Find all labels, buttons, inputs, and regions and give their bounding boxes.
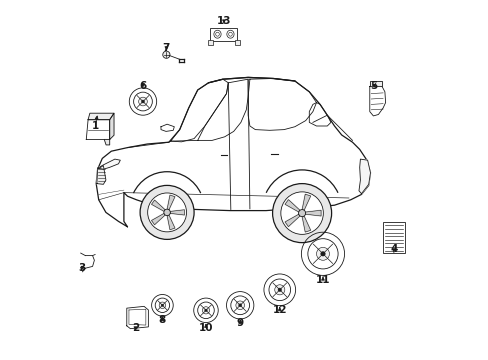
Text: 1: 1 (91, 121, 99, 131)
Polygon shape (104, 139, 109, 145)
Text: 8: 8 (159, 315, 166, 325)
Circle shape (298, 210, 305, 217)
Text: 10: 10 (198, 323, 213, 333)
Circle shape (141, 100, 144, 103)
Circle shape (161, 304, 163, 306)
Circle shape (140, 185, 194, 239)
Circle shape (163, 51, 170, 58)
Circle shape (274, 285, 284, 295)
Circle shape (159, 302, 165, 309)
Text: 5: 5 (370, 81, 377, 91)
Polygon shape (369, 86, 385, 116)
Circle shape (204, 309, 207, 311)
Polygon shape (151, 213, 165, 225)
Bar (207, 40, 213, 45)
Text: 13: 13 (216, 16, 231, 26)
Circle shape (202, 307, 209, 314)
Polygon shape (126, 306, 148, 329)
Polygon shape (86, 120, 109, 139)
Text: 2: 2 (132, 323, 139, 333)
Polygon shape (109, 113, 114, 139)
Circle shape (280, 192, 323, 234)
Text: 11: 11 (315, 275, 329, 285)
Polygon shape (170, 210, 184, 215)
Circle shape (163, 209, 170, 216)
Polygon shape (97, 166, 106, 184)
Text: 4: 4 (389, 244, 397, 254)
Polygon shape (302, 216, 310, 232)
Bar (382, 222, 404, 253)
Polygon shape (167, 215, 175, 230)
Polygon shape (285, 200, 299, 212)
Polygon shape (358, 159, 370, 194)
Polygon shape (98, 159, 120, 169)
Circle shape (235, 301, 244, 310)
Circle shape (320, 252, 325, 256)
Polygon shape (161, 124, 174, 131)
Text: 7: 7 (163, 42, 170, 53)
Circle shape (139, 97, 147, 106)
Polygon shape (151, 200, 165, 211)
Polygon shape (167, 195, 175, 210)
Circle shape (278, 288, 281, 292)
Circle shape (272, 184, 331, 243)
Bar (234, 40, 240, 45)
Circle shape (238, 304, 241, 307)
Polygon shape (369, 81, 381, 86)
Polygon shape (88, 113, 114, 120)
Text: 9: 9 (236, 318, 243, 328)
Text: 12: 12 (272, 305, 286, 315)
Polygon shape (302, 194, 310, 210)
Text: 3: 3 (78, 263, 85, 273)
Circle shape (316, 247, 329, 260)
Text: 6: 6 (139, 81, 146, 91)
Polygon shape (285, 214, 299, 226)
Circle shape (147, 193, 186, 232)
Bar (210, 28, 237, 40)
Polygon shape (305, 210, 321, 216)
